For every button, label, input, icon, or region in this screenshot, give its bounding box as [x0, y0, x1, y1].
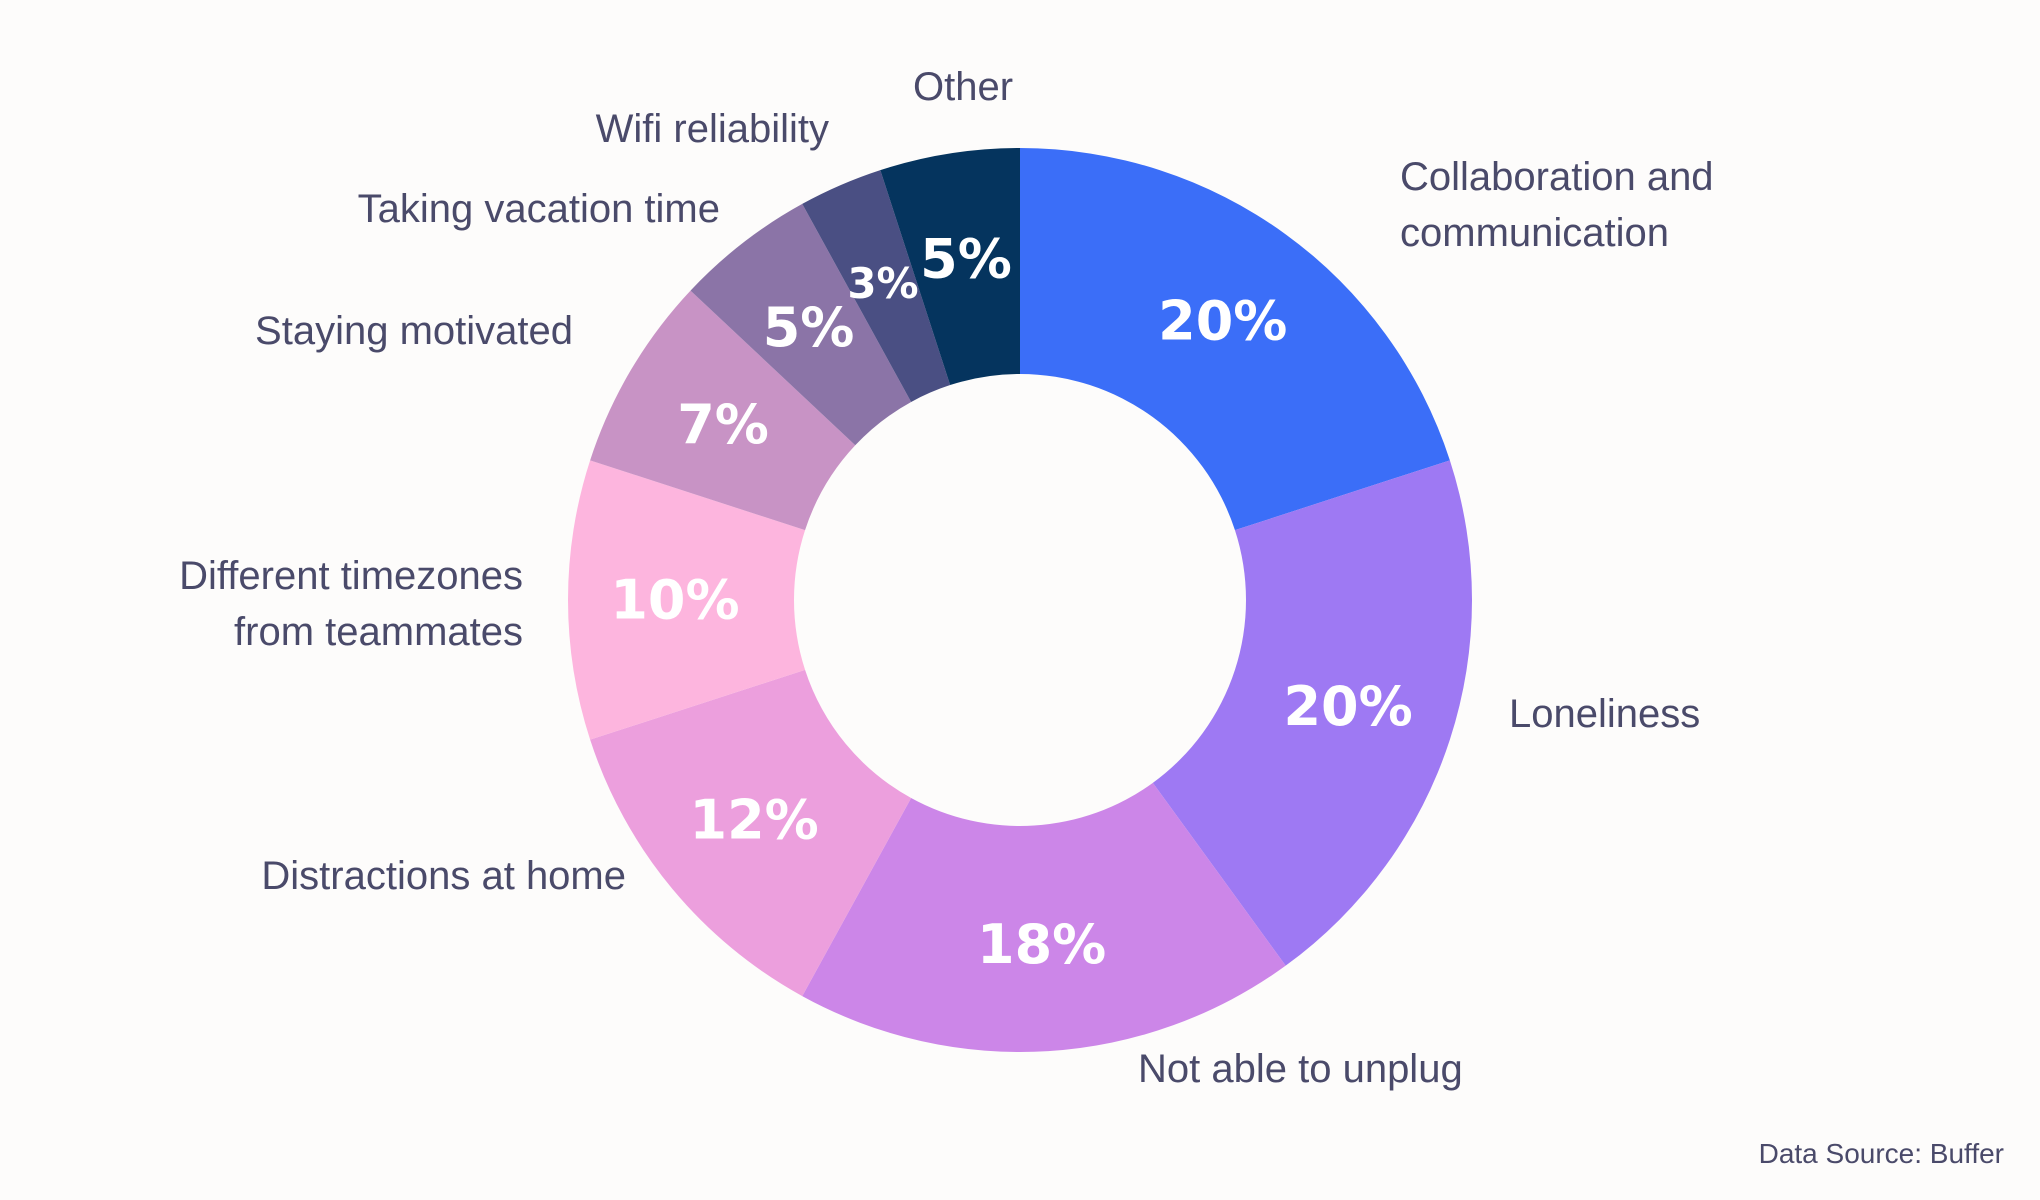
- donut-slice: [567, 460, 806, 740]
- slice-category-label: Wifi reliability: [596, 107, 829, 151]
- donut-slice: [590, 290, 856, 531]
- slice-value-label: 5%: [763, 296, 855, 359]
- slice-category-label: Not able to unplug: [1138, 1047, 1463, 1091]
- slice-category-label: Taking vacation time: [358, 187, 720, 231]
- donut-slice: [1020, 148, 1450, 531]
- slice-category-label: Collaboration and communication: [1400, 155, 1714, 255]
- slice-value-label: 5%: [920, 228, 1012, 291]
- slice-value-label: 12%: [690, 788, 819, 851]
- donut-slice: [690, 203, 912, 446]
- donut-slice: [1152, 460, 1472, 966]
- donut-slice: [802, 170, 951, 402]
- donut-slice: [802, 782, 1286, 1052]
- donut-slice: [590, 669, 912, 997]
- slice-value-label: 3%: [847, 259, 918, 308]
- data-source-note: Data Source: Buffer: [1758, 1138, 2004, 1169]
- slice-category-label: Different timezones from teammates: [179, 554, 523, 654]
- slice-value-label: 10%: [610, 569, 739, 632]
- slice-category-label: Staying motivated: [255, 309, 573, 353]
- slice-category-label: Other: [913, 65, 1013, 109]
- slice-value-label: 20%: [1283, 675, 1412, 738]
- slice-category-label: Distractions at home: [261, 854, 626, 898]
- slice-category-label: Loneliness: [1509, 692, 1700, 736]
- slice-value-label: 18%: [977, 913, 1106, 976]
- slice-value-label: 20%: [1158, 289, 1287, 352]
- donut-slice: [880, 148, 1020, 386]
- slice-value-label: 7%: [677, 393, 769, 456]
